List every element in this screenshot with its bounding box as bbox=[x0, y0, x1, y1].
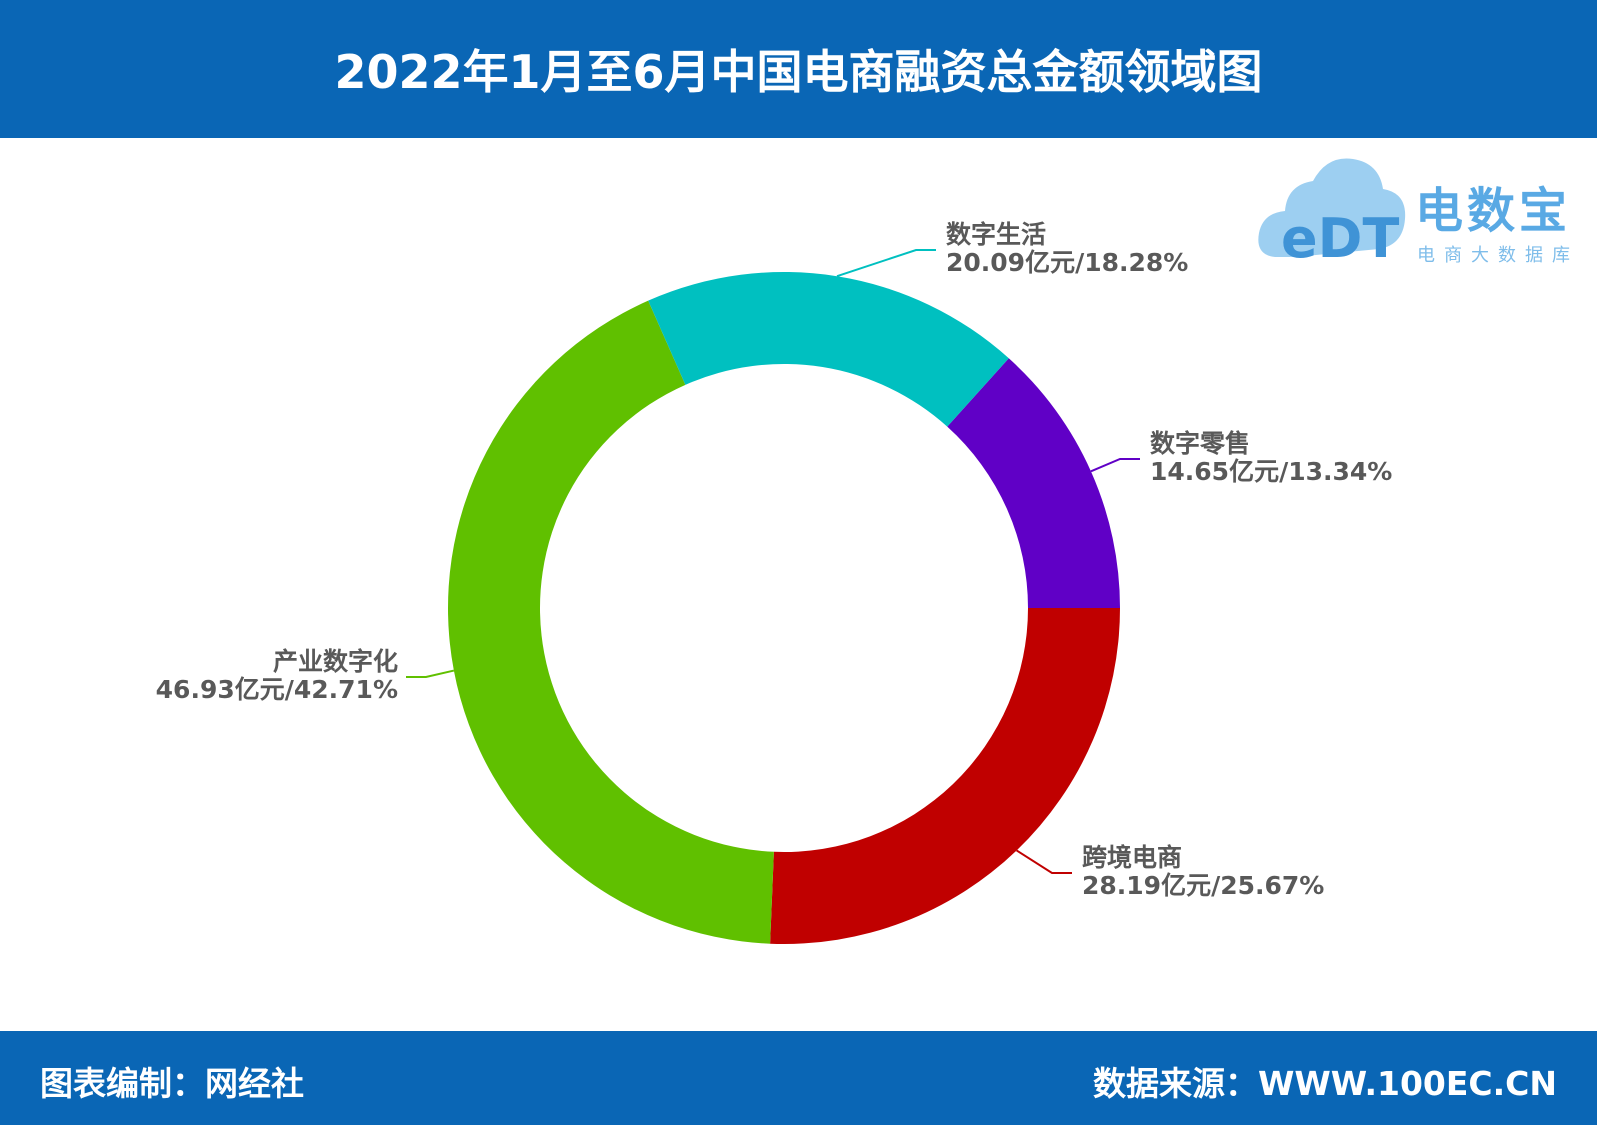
slice-label-value-3: 46.93亿元/42.71% bbox=[156, 675, 398, 704]
slice-1 bbox=[947, 358, 1120, 608]
slice-label-value-2: 28.19亿元/25.67% bbox=[1082, 871, 1324, 900]
page-title: 2022年1月至6月中国电商融资总金额领域图 bbox=[334, 45, 1263, 99]
leader-line-3 bbox=[406, 669, 455, 678]
leader-line-1 bbox=[1090, 458, 1140, 473]
footer-bar: 图表编制：网经社 数据来源：WWW.100EC.CN bbox=[0, 1031, 1597, 1125]
chart-slices bbox=[448, 272, 1120, 944]
slice-label-name-3: 产业数字化 bbox=[273, 647, 398, 676]
footer-credit: 图表编制：网经社 bbox=[40, 1064, 304, 1103]
leader-line-4 bbox=[836, 249, 936, 278]
logo-subtitle: 电商大数据库 bbox=[1417, 245, 1579, 266]
cloud-icon: eDT bbox=[1258, 158, 1406, 270]
slice-label-name-4: 数字生活 bbox=[946, 220, 1046, 249]
slice-2 bbox=[770, 608, 1120, 944]
footer-source: 数据来源：WWW.100EC.CN bbox=[1092, 1064, 1557, 1103]
slice-label-value-1: 14.65亿元/13.34% bbox=[1150, 457, 1392, 486]
logo-icon-text: eDT bbox=[1281, 207, 1399, 270]
slice-label-name-1: 数字零售 bbox=[1150, 429, 1250, 458]
header-bar: 2022年1月至6月中国电商融资总金额领域图 bbox=[0, 0, 1597, 138]
leader-line-2 bbox=[1016, 849, 1072, 874]
logo: eDT 电数宝 电商大数据库 bbox=[1255, 145, 1585, 275]
logo-brand: 电数宝 bbox=[1415, 183, 1572, 239]
slice-label-value-4: 20.09亿元/18.28% bbox=[946, 248, 1188, 277]
slice-label-name-2: 跨境电商 bbox=[1082, 843, 1182, 872]
chart-leader-lines bbox=[406, 249, 1140, 874]
slice-4 bbox=[648, 272, 1009, 427]
slice-3 bbox=[448, 300, 774, 944]
